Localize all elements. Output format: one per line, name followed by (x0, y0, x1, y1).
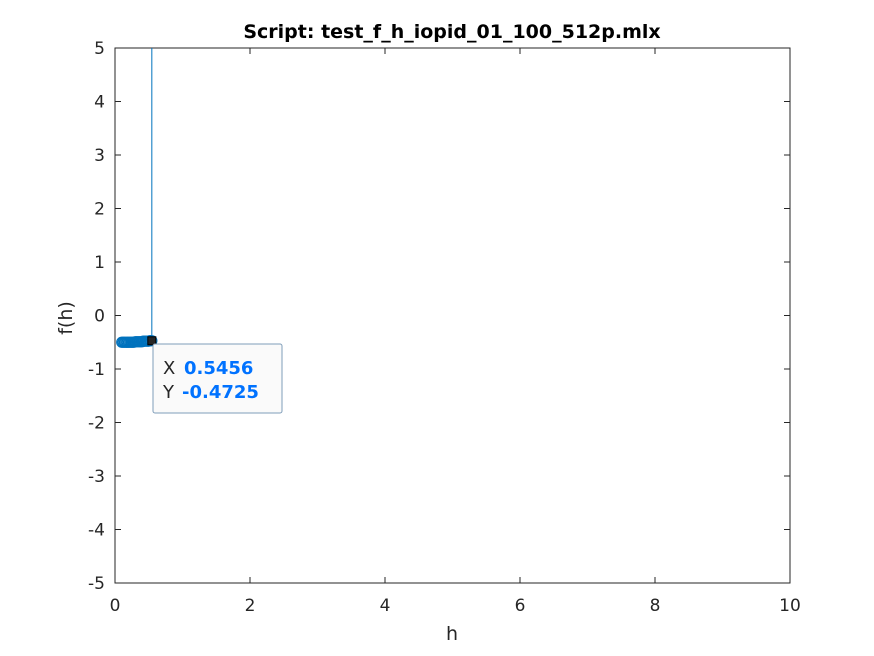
data-series (116, 48, 158, 348)
y-tick-label: 2 (94, 200, 105, 220)
y-tick-label: 0 (94, 307, 105, 327)
x-tick-label: 2 (245, 596, 256, 616)
y-tick-label: 3 (94, 146, 105, 166)
x-tick-label: 10 (779, 596, 801, 616)
axes-box (114, 47, 791, 584)
y-tick-label: 5 (94, 39, 105, 59)
datatip-x-value: 0.5456 (184, 358, 253, 379)
y-axis-label: f(h) (55, 301, 77, 335)
y-tick-label: -2 (88, 414, 105, 434)
y-axis-ticks: -5 -4 -3 -2 -1 0 1 2 3 4 5 (88, 39, 790, 594)
x-tick-label: 8 (650, 596, 661, 616)
y-tick-label: -3 (88, 467, 105, 487)
x-tick-label: 6 (515, 596, 526, 616)
x-tick-label: 4 (380, 596, 391, 616)
datatip[interactable]: X 0.5456 Y -0.4725 (152, 343, 283, 414)
y-tick-label: -5 (88, 574, 105, 594)
datatip-y-key: Y (162, 382, 175, 403)
datatip-box (152, 343, 283, 414)
y-tick-label: 4 (94, 93, 105, 113)
datatip-x-key: X (163, 358, 175, 379)
plot-area[interactable]: 0 2 4 6 8 10 -5 -4 -3 -2 -1 0 1 2 3 4 5 (88, 39, 801, 616)
x-axis-label: h (446, 623, 458, 645)
y-tick-label: -4 (88, 521, 105, 541)
y-tick-label: -1 (88, 360, 105, 380)
chart-title: Script: test_f_h_iopid_01_100_512p.mlx (243, 21, 660, 43)
datatip-y-value: -0.4725 (182, 382, 259, 403)
x-axis-ticks: 0 2 4 6 8 10 (110, 48, 801, 616)
y-tick-label: 1 (94, 253, 105, 273)
datatip-marker (147, 336, 157, 346)
data-point (146, 335, 158, 347)
x-tick-label: 0 (110, 596, 121, 616)
